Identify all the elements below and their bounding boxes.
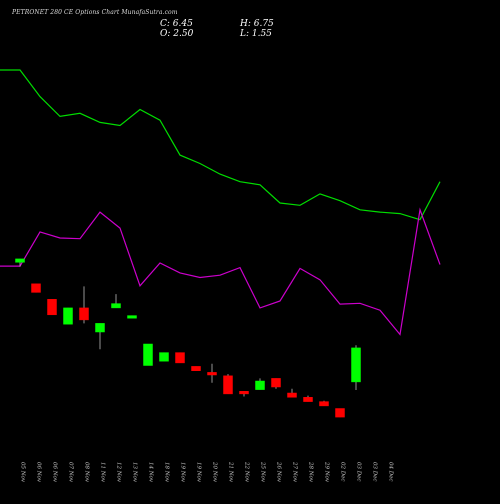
candle-body (79, 307, 89, 321)
x-axis-layer: 05 Nov 06 Nov 06 Nov 07 Nov 08 Nov 11 Nov 12 N… (20, 461, 394, 483)
candle (287, 388, 297, 398)
candle-body (191, 366, 201, 371)
candle (95, 323, 105, 350)
close-value: C: 6.45 (160, 19, 193, 29)
candle (47, 299, 57, 316)
candle (255, 378, 265, 390)
candle-body (287, 392, 297, 398)
candle (159, 352, 169, 362)
x-tick-label: 03 Dec (372, 462, 378, 482)
candle-body (303, 397, 313, 402)
candle (303, 395, 313, 402)
candle (207, 363, 217, 383)
x-tick-label: 07 Nov (68, 462, 74, 483)
candle-body (127, 315, 137, 319)
candle (239, 391, 249, 397)
candle-body (207, 372, 217, 376)
candle-body (31, 283, 41, 293)
candle (175, 352, 185, 364)
lower-band-layer (0, 207, 441, 336)
candle-body (271, 378, 281, 388)
x-tick-label: 06 Nov (36, 462, 42, 483)
x-tick-label: 03 Dec (356, 462, 362, 482)
x-tick-label: 22 Nov (244, 461, 250, 483)
x-tick-label: 27 Nov (292, 461, 298, 483)
x-tick-label: 06 Nov (52, 462, 58, 483)
x-tick-label: 14 Nov (148, 462, 154, 483)
candle-body (111, 303, 121, 309)
candle (335, 408, 345, 418)
x-tick-label: 28 Nov (308, 461, 314, 483)
x-tick-label: 21 Nov (228, 461, 234, 483)
upper-band-layer (0, 69, 441, 221)
candle-body (175, 352, 185, 364)
candle (15, 258, 25, 267)
candle-body (223, 375, 233, 395)
candle (319, 400, 329, 407)
candle (351, 345, 361, 390)
candle-body (95, 323, 105, 333)
x-tick-label: 12 Nov (116, 462, 122, 483)
candle-body (319, 401, 329, 407)
x-tick-label: 20 Nov (212, 461, 218, 483)
candle (79, 286, 89, 324)
candle-body (335, 408, 345, 418)
lower-band-line (0, 207, 441, 336)
chart-title: PETRONET 280 CE Options Chart MunafaSutr… (12, 9, 178, 16)
candle-body (159, 352, 169, 362)
candle-body (63, 307, 73, 325)
x-tick-label: 25 Nov (260, 461, 266, 483)
x-tick-label: 19 Nov (180, 462, 186, 483)
candle-body (255, 380, 265, 390)
upper-band-line (0, 69, 441, 221)
x-tick-label: 08 Nov (84, 462, 90, 483)
candle-body (351, 347, 361, 383)
x-tick-label: 13 Nov (132, 462, 138, 483)
candle-body (15, 258, 25, 263)
candle (271, 378, 281, 389)
x-tick-label: 18 Nov (164, 462, 170, 483)
candle (191, 366, 201, 371)
candle (31, 283, 41, 293)
x-tick-label: 04 Dec (388, 462, 394, 482)
candle (127, 315, 137, 319)
candle-body (143, 343, 153, 366)
x-tick-label: 11 Nov (100, 462, 106, 483)
candle (111, 294, 121, 309)
candles-layer (15, 258, 361, 418)
x-tick-label: 29 Nov (324, 461, 330, 483)
x-tick-label: 05 Nov (20, 462, 26, 483)
x-tick-label: 19 Nov (196, 462, 202, 483)
candle (143, 343, 153, 366)
high-value: H: 6.75 (240, 19, 274, 29)
x-tick-label: 02 Dec (340, 462, 346, 482)
candle (223, 374, 233, 395)
x-tick-label: 26 Nov (276, 461, 282, 483)
candle (63, 307, 73, 325)
candle-body (239, 391, 249, 395)
candle-body (47, 299, 57, 316)
open-value: O: 2.50 (160, 29, 194, 39)
low-value: L: 1.55 (240, 29, 272, 39)
